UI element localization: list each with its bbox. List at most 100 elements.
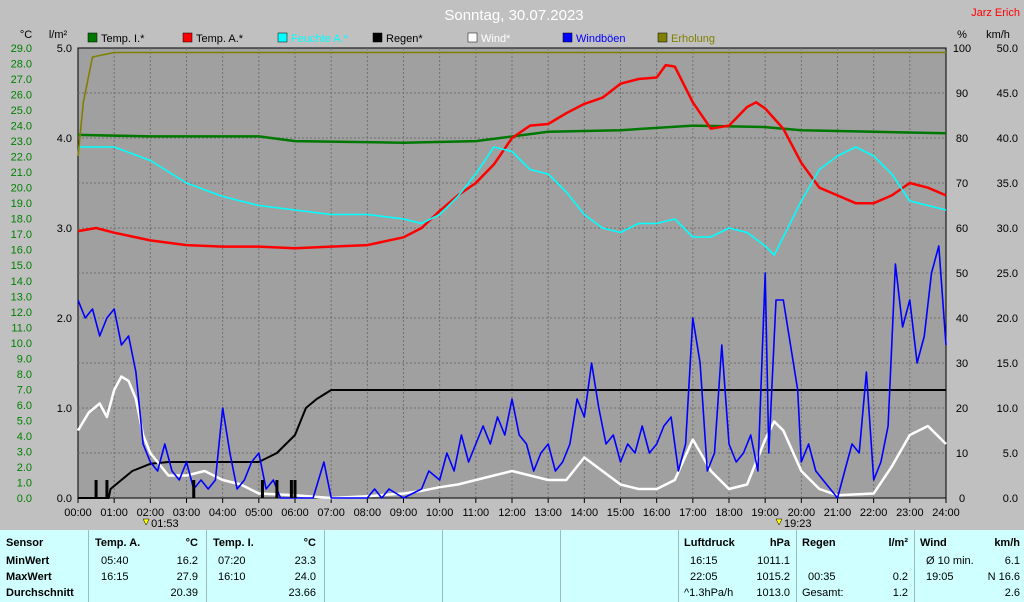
wind-unit: km/h — [994, 537, 1020, 549]
wind-axis-tick: 35.0 — [997, 178, 1018, 190]
temp-axis-tick: 28.0 — [11, 59, 32, 71]
legend-label: Erholung — [671, 33, 715, 45]
legend-swatch — [277, 32, 288, 43]
axes: 0.0 1.0 2.0 3.0 4.0 5.0 6.0 7.0 8.0 9.0 10.0 11.0 12… — [11, 43, 1018, 519]
x-axis-tick: 21:00 — [824, 507, 852, 519]
temp-a-min: 16.2 — [176, 555, 198, 567]
series-line-regen — [78, 389, 946, 499]
legend-swatch — [372, 32, 383, 43]
percent-axis-tick: 30 — [956, 358, 968, 370]
series-line-erholung — [77, 51, 946, 157]
temp-axis-tick: 4.0 — [17, 431, 32, 443]
unit-percent: % — [957, 29, 967, 41]
temp-axis-tick: 7.0 — [17, 384, 32, 396]
temp-a-unit: °C — [185, 537, 198, 549]
legend-label: Windböen — [576, 33, 626, 45]
temp-axis-tick: 3.0 — [17, 446, 32, 458]
temp-axis-tick: 12.0 — [11, 307, 32, 319]
rain-event-bar — [293, 480, 297, 498]
legend-label: Temp. A.* — [196, 33, 244, 45]
weather-chart: Sonntag, 30.07.2023 Jarz Erich °C l/m² %… — [10, 7, 1020, 530]
x-axis-tick: 24:00 — [932, 507, 960, 519]
rain-axis-tick: 3.0 — [57, 223, 72, 235]
x-axis-tick: 13:00 — [534, 507, 562, 519]
legend-swatch — [562, 32, 573, 43]
x-axis-tick: 14:00 — [571, 507, 599, 519]
unit-wind: km/h — [986, 29, 1010, 41]
temp-axis-tick: 5.0 — [17, 415, 32, 427]
legend-swatch — [182, 32, 193, 43]
pressure-header: Luftdruck — [684, 537, 735, 549]
wind-avg-label: Ø 10 min. — [926, 555, 974, 567]
legend-label: Regen* — [386, 33, 423, 45]
x-axis-tick: 22:00 — [860, 507, 888, 519]
wind-axis-tick: 30.0 — [997, 223, 1018, 235]
percent-axis-tick: 0 — [959, 493, 965, 505]
percent-axis-tick: 90 — [956, 88, 968, 100]
temp-a-max-time: 16:15 — [101, 571, 129, 583]
extreme-markers: 01:53 19:23 — [142, 518, 812, 530]
rain-axis-tick: 5.0 — [57, 43, 72, 55]
wind-axis-tick: 5.0 — [1003, 448, 1018, 460]
wind-axis-tick: 0.0 — [1003, 493, 1018, 505]
chart-title: Sonntag, 30.07.2023 — [444, 7, 583, 24]
x-axis-tick: 23:00 — [896, 507, 924, 519]
rain-axis-tick: 4.0 — [57, 133, 72, 145]
percent-axis-tick: 60 — [956, 223, 968, 235]
rain-event-bar — [105, 480, 109, 498]
min-marker-label: 01:53 — [151, 518, 179, 530]
author-label: Jarz Erich — [971, 7, 1020, 19]
temp-axis-tick: 26.0 — [11, 90, 32, 102]
unit-rain: l/m² — [49, 29, 68, 41]
x-axis-tick: 17:00 — [679, 507, 707, 519]
rain-event-bar — [94, 480, 98, 498]
wind-axis-tick: 25.0 — [997, 268, 1018, 280]
percent-axis-tick: 70 — [956, 178, 968, 190]
row-avg-label: Durchschnitt — [6, 587, 74, 599]
temp-axis-tick: 13.0 — [11, 291, 32, 303]
wind-axis-tick: 15.0 — [997, 358, 1018, 370]
temp-axis-tick: 8.0 — [17, 369, 32, 381]
wind-max: N 16.6 — [987, 571, 1020, 583]
percent-axis-tick: 50 — [956, 268, 968, 280]
percent-axis-tick: 100 — [953, 43, 971, 55]
rain-total-label: Gesamt: — [802, 587, 844, 599]
temp-i-max-time: 16:10 — [218, 571, 246, 583]
pressure-unit: hPa — [769, 537, 790, 549]
temp-axis-tick: 15.0 — [11, 260, 32, 272]
wind-axis-tick: 45.0 — [997, 88, 1018, 100]
temp-axis-tick: 17.0 — [11, 229, 32, 241]
series-line-windb-en — [77, 245, 947, 499]
rain-event-bar — [275, 480, 279, 498]
legend-swatch — [657, 32, 668, 43]
legend-swatch — [87, 32, 98, 43]
percent-axis-tick: 20 — [956, 403, 968, 415]
temp-axis-tick: 22.0 — [11, 152, 32, 164]
temp-axis-tick: 11.0 — [11, 322, 32, 334]
rain-event-bar — [289, 480, 293, 498]
wind-max-time: 19:05 — [926, 571, 954, 583]
temp-i-avg: 23.66 — [288, 587, 316, 599]
wind-axis-tick: 40.0 — [997, 133, 1018, 145]
wind-day-avg: 2.6 — [1004, 587, 1020, 599]
legend-label: Feuchte A.* — [291, 33, 349, 45]
series-line-wind — [76, 375, 947, 500]
series-line-temp-a — [77, 63, 947, 250]
temp-axis-tick: 18.0 — [11, 214, 32, 226]
temp-axis-tick: 2.0 — [17, 462, 32, 474]
series-layer — [76, 51, 947, 500]
row-min-label: MinWert — [6, 555, 50, 567]
percent-axis-tick: 10 — [956, 448, 968, 460]
temp-axis-tick: 27.0 — [11, 74, 32, 86]
legend-label: Temp. I.* — [101, 33, 145, 45]
temp-axis-tick: 14.0 — [11, 276, 32, 288]
rain-header: Regen — [802, 537, 836, 549]
x-axis-tick: 12:00 — [498, 507, 526, 519]
wind-axis-tick: 10.0 — [997, 403, 1018, 415]
temp-axis-tick: 21.0 — [11, 167, 32, 179]
x-axis-tick: 09:00 — [390, 507, 418, 519]
x-axis-tick: 00:00 — [64, 507, 92, 519]
temp-axis-tick: 0.0 — [17, 493, 32, 505]
wind-axis-tick: 20.0 — [997, 313, 1018, 325]
legend-swatch — [467, 32, 478, 43]
